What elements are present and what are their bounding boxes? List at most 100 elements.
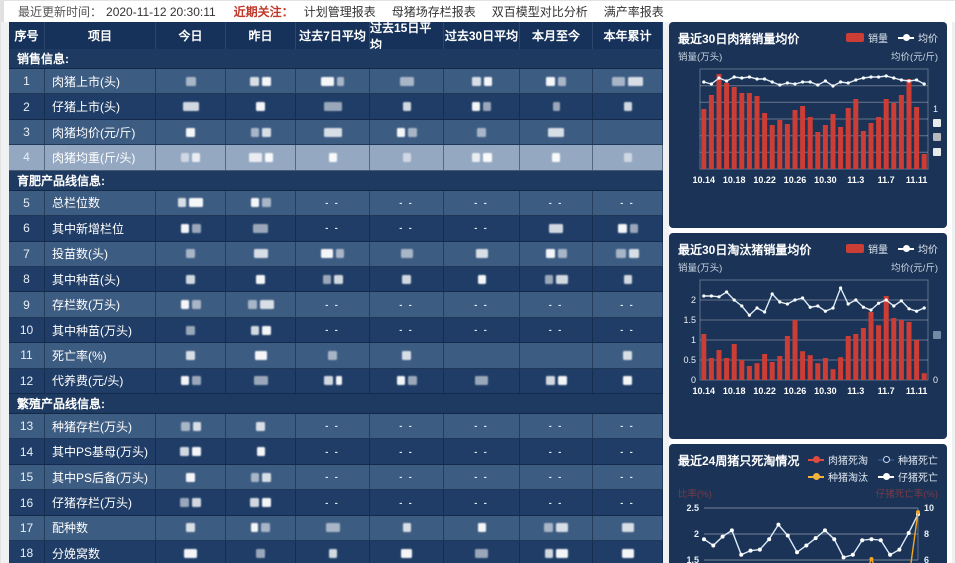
svg-text:10.22: 10.22 <box>753 175 776 185</box>
table-row[interactable]: 17 配种数 <box>9 515 663 542</box>
empty-value: - - <box>548 299 564 310</box>
legend-item[interactable]: 肉猪死淘 <box>808 452 868 467</box>
value-cell: - - <box>593 439 663 464</box>
svg-text:1: 1 <box>933 104 938 114</box>
value-cell: - - <box>520 490 593 515</box>
main-area: 序号 项目 今日 昨日 过去7日平均 过去15日平均 过去30日平均 本月至今 本年累计 销售信… <box>1 21 955 563</box>
redacted-value-block <box>471 152 480 162</box>
redacted-value-block <box>401 548 412 558</box>
value-cell <box>296 541 370 563</box>
value-cell: - - <box>370 464 444 490</box>
value-cell <box>520 216 593 241</box>
table-row[interactable]: 4 肉猪均重(斤/头) <box>9 145 663 171</box>
empty-value: - - <box>399 197 414 208</box>
value-cell <box>370 145 444 170</box>
value-cell: - - <box>296 292 370 317</box>
value-cell <box>444 94 520 119</box>
value-cell: - - <box>593 292 663 317</box>
redacted-value-block <box>186 350 195 360</box>
svg-text:11.7: 11.7 <box>878 175 895 185</box>
redacted-value-block <box>472 102 480 112</box>
table-row[interactable]: 18 分娩窝数 <box>9 541 663 563</box>
table-row[interactable]: 3 肉猪均价(元/斤) <box>9 119 663 146</box>
legend-item[interactable]: 仔猪死亡 <box>878 469 938 484</box>
value-cell <box>593 241 663 266</box>
redacted-value-block <box>186 249 195 259</box>
table-row[interactable]: 13 种猪存栏(万头) - - - - - - - - - - <box>9 414 663 440</box>
tab-report-0[interactable]: 计划管理报表 <box>303 5 376 19</box>
table-row[interactable]: 2 仔猪上市(头) <box>9 94 663 120</box>
row-number: 9 <box>9 292 45 317</box>
chart-plot: 21.510.50 010.14 10.18 10.22 10.26 10.30 11.3 1… <box>683 279 941 396</box>
redacted-value-block <box>557 376 567 386</box>
redacted-value-block <box>328 548 337 558</box>
legend-item[interactable]: 均价 <box>898 30 938 45</box>
row-number: 11 <box>9 343 45 368</box>
value-cell <box>296 241 370 266</box>
legend-item[interactable]: 种猪淘汰 <box>808 469 868 484</box>
row-label: 其中新增栏位 <box>45 216 156 241</box>
table-row[interactable]: 1 肉猪上市(头) <box>9 69 663 95</box>
value-cell <box>226 541 296 563</box>
value-cell <box>226 464 296 490</box>
legend-item[interactable]: 销量 <box>846 30 888 45</box>
redacted-value-block <box>333 274 343 284</box>
legend-label: 均价 <box>918 245 938 256</box>
legend-item[interactable]: 销量 <box>846 241 888 256</box>
column-header: 过去30日平均 <box>444 22 520 49</box>
table-row[interactable]: 15 其中PS后备(万头) - - - - - - - - - - <box>9 464 663 491</box>
redacted-value-block <box>544 548 553 558</box>
value-cell <box>370 541 444 563</box>
value-cell <box>593 94 663 119</box>
row-number: 14 <box>9 439 45 464</box>
value-cell <box>370 69 444 94</box>
row-number: 12 <box>9 368 45 394</box>
value-cell <box>296 368 370 394</box>
value-cell <box>296 343 370 368</box>
value-cell <box>593 69 663 94</box>
table-row[interactable]: 5 总栏位数 - - - - - - - - - - <box>9 190 663 217</box>
svg-text:2: 2 <box>691 295 696 305</box>
value-cell <box>444 515 520 541</box>
table-row[interactable]: 14 其中PS基母(万头) - - - - - - - - - - <box>9 439 663 465</box>
value-cell <box>226 368 296 394</box>
table-header-row: 序号 项目 今日 昨日 过去7日平均 过去15日平均 过去30日平均 本月至今 本年累计 <box>9 21 663 52</box>
section-header-row: 育肥产品线信息: <box>9 170 663 191</box>
svg-text:6: 6 <box>924 555 929 563</box>
value-cell <box>593 216 663 241</box>
table-row[interactable]: 12 代养费(元/头) <box>9 368 663 395</box>
value-cell <box>593 515 663 541</box>
tab-report-2[interactable]: 双百模型对比分析 <box>491 5 588 19</box>
value-cell: - - <box>444 190 520 216</box>
redacted-value-block <box>250 472 259 482</box>
legend-item[interactable]: 均价 <box>898 241 938 256</box>
svg-text:8: 8 <box>924 529 929 539</box>
row-label: 配种数 <box>45 515 156 541</box>
tab-report-1[interactable]: 母猪场存栏报表 <box>391 5 476 19</box>
row-label: 其中PS基母(万头) <box>45 439 156 464</box>
table-row[interactable]: 6 其中新增栏位 - - - - - - <box>9 216 663 242</box>
redacted-value-block <box>254 350 267 360</box>
table-row[interactable]: 10 其中种苗(万头) - - - - - - - - - - <box>9 317 663 344</box>
redacted-value-block <box>629 223 638 233</box>
row-number: 6 <box>9 216 45 241</box>
redacted-value-block <box>180 300 189 310</box>
value-cell <box>520 515 593 541</box>
redacted-value-block <box>477 523 486 533</box>
table-row[interactable]: 16 仔猪存栏(万头) - - - - - - - - - - <box>9 490 663 516</box>
value-cell <box>520 69 593 94</box>
tab-report-3[interactable]: 满产率报表 <box>603 5 664 19</box>
redacted-value-block <box>256 421 265 431</box>
row-number: 5 <box>9 190 45 216</box>
value-cell: - - <box>593 464 663 490</box>
table-row[interactable]: 11 死亡率(%) <box>9 343 663 369</box>
value-cell <box>370 241 444 266</box>
value-cell: - - <box>370 317 444 343</box>
redacted-value-block <box>556 523 568 533</box>
table-row[interactable]: 8 其中种苗(头) <box>9 266 663 293</box>
empty-value: - - <box>548 472 564 483</box>
legend-label: 均价 <box>918 34 938 45</box>
table-row[interactable]: 7 投苗数(头) <box>9 241 663 267</box>
legend-item[interactable]: 种猪死亡 <box>878 452 938 467</box>
table-row[interactable]: 9 存栏数(万头) - - - - - - - - - - <box>9 292 663 318</box>
